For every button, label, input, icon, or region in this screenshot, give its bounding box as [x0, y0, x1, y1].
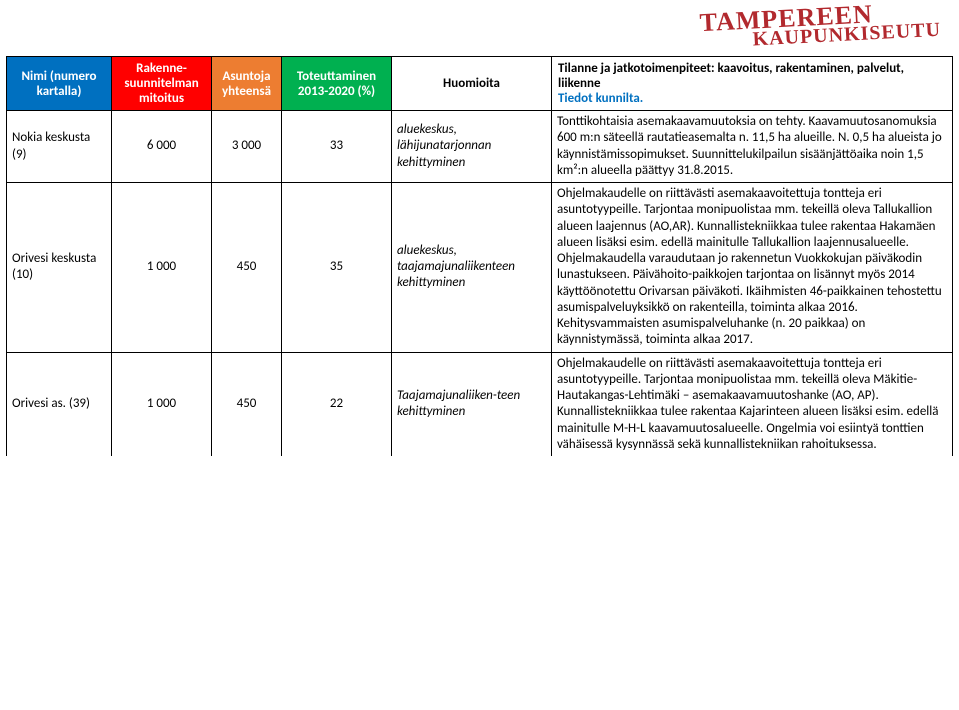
cell-mitoitus: 6 000: [112, 111, 212, 183]
cell-huom: Taajamajunaliiken-teen kehittyminen: [392, 352, 552, 456]
cell-notes: Tonttikohtaisia asemakaavamuutoksia on t…: [552, 111, 953, 183]
cell-mitoitus: 1 000: [112, 183, 212, 353]
cell-name: Orivesi keskusta (10): [7, 183, 112, 353]
cell-toteut: 33: [282, 111, 392, 183]
table-row: Orivesi as. (39) 1 000 450 22 Taajamajun…: [7, 352, 953, 456]
data-table-container: Nimi (numero kartalla) Rakenne-suunnitel…: [6, 56, 953, 456]
cell-mitoitus: 1 000: [112, 352, 212, 456]
cell-huom: aluekeskus, taajamajunaliikenteen kehitt…: [392, 183, 552, 353]
table-header-row: Nimi (numero kartalla) Rakenne-suunnitel…: [7, 57, 953, 111]
cell-notes: Ohjelmakaudelle on riittävästi asemakaav…: [552, 352, 953, 456]
col-header-tilanne-sub: Tiedot kunnilta.: [558, 91, 946, 106]
table-row: Orivesi keskusta (10) 1 000 450 35 aluek…: [7, 183, 953, 353]
cell-toteut: 35: [282, 183, 392, 353]
col-header-tilanne-main: Tilanne ja jatkotoimenpiteet: kaavoitus,…: [558, 61, 904, 91]
brand-logo: TAMPEREEN KAUPUNKISEUTU: [700, 0, 942, 51]
cell-notes: Ohjelmakaudelle on riittävästi asemakaav…: [552, 183, 953, 353]
cell-name: Nokia keskusta (9): [7, 111, 112, 183]
cell-asuntoja: 450: [212, 183, 282, 353]
col-header-mitoitus: Rakenne-suunnitelman mitoitus: [112, 57, 212, 111]
cell-asuntoja: 450: [212, 352, 282, 456]
col-header-tilanne: Tilanne ja jatkotoimenpiteet: kaavoitus,…: [552, 57, 953, 111]
cell-huom: aluekeskus, lähijunatarjonnan kehittymin…: [392, 111, 552, 183]
table-row: Nokia keskusta (9) 6 000 3 000 33 alueke…: [7, 111, 953, 183]
col-header-name: Nimi (numero kartalla): [7, 57, 112, 111]
col-header-toteut: Toteuttaminen 2013-2020 (%): [282, 57, 392, 111]
project-table: Nimi (numero kartalla) Rakenne-suunnitel…: [6, 56, 953, 456]
col-header-huom: Huomioita: [392, 57, 552, 111]
col-header-asuntoja: Asuntoja yhteensä: [212, 57, 282, 111]
cell-toteut: 22: [282, 352, 392, 456]
cell-name: Orivesi as. (39): [7, 352, 112, 456]
cell-asuntoja: 3 000: [212, 111, 282, 183]
